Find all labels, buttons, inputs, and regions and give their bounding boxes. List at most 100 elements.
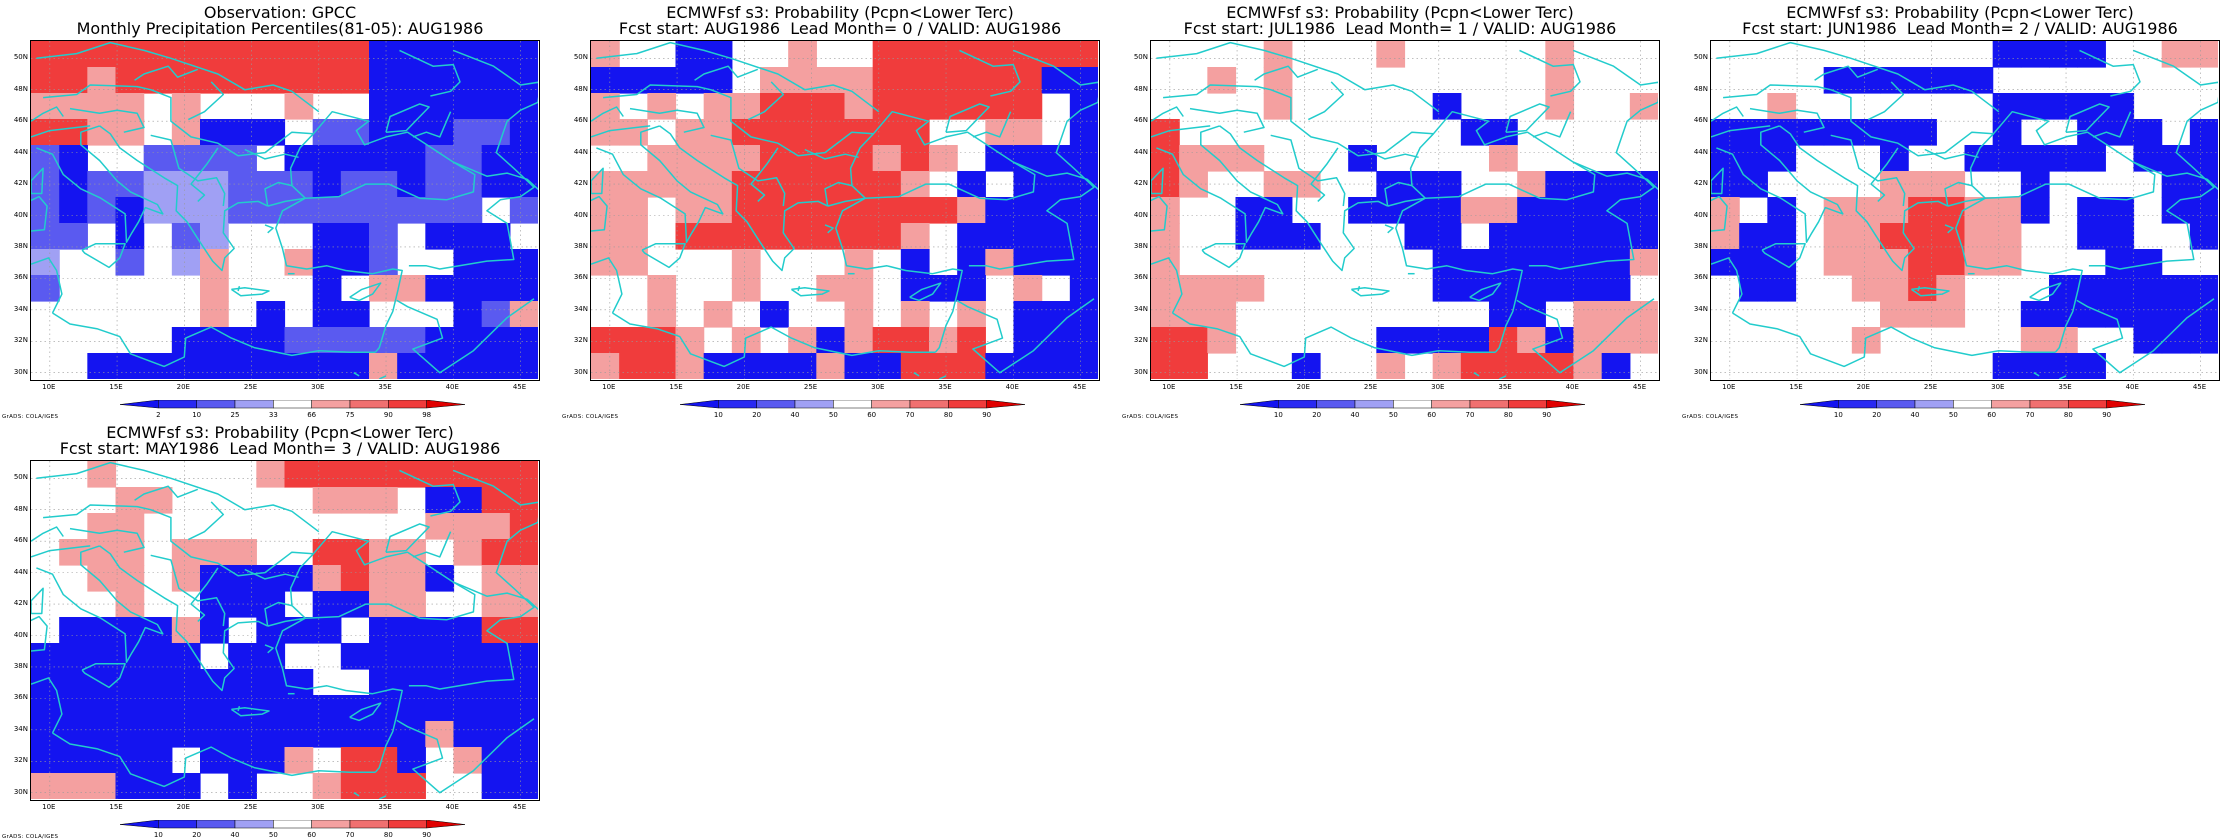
grid-cell: [872, 197, 902, 224]
grid-cell: [2133, 327, 2163, 354]
longitude-label: 35E: [1498, 383, 1512, 391]
latitude-label: 44N: [573, 147, 588, 156]
colorbar-label: 90: [383, 411, 393, 419]
grid-cell: [312, 145, 342, 172]
grid-cell: [171, 773, 201, 799]
grid-cell: [31, 41, 60, 68]
colorbar-swatch: [388, 820, 427, 829]
colorbar-swatch: [196, 820, 236, 829]
grid-cell: [1851, 67, 1881, 94]
grid-cell: [453, 461, 483, 488]
grid-cell: [369, 643, 398, 670]
grid-cell: [453, 223, 483, 250]
grid-cell: [115, 539, 145, 566]
grid-cell: [87, 513, 117, 540]
grid-cell: [369, 223, 398, 250]
grid-cell: [200, 721, 229, 748]
grid-cell: [1767, 197, 1797, 224]
colorbar-label: 2: [156, 411, 161, 419]
credit-text: GrADS: COLA/IGES: [1682, 414, 1739, 420]
colorbar-swatch: [1953, 400, 1992, 409]
grid-cell: [1151, 353, 1180, 379]
grid-cell: [1069, 249, 1098, 276]
grid-cell: [481, 617, 511, 644]
grid-cell: [619, 119, 648, 146]
coastline: [230, 287, 270, 297]
grid-cell: [929, 197, 958, 224]
coastline: [591, 167, 604, 195]
grid-cell: [1936, 301, 1966, 328]
grid-cell: [731, 249, 761, 276]
grid-cell: [481, 669, 511, 696]
longitude-label: 10E: [1722, 383, 1736, 391]
grid-cell: [228, 721, 257, 748]
coastline: [956, 298, 1095, 374]
grid-cell: [675, 145, 705, 172]
coastline: [596, 41, 880, 113]
coastline: [134, 485, 199, 501]
grid-cell: [1880, 67, 1909, 94]
colorbar-swatch: [794, 400, 834, 409]
latitude-label: 46N: [1133, 116, 1148, 125]
latitude-label: 42N: [1133, 179, 1148, 188]
coastline: [849, 110, 1036, 201]
grid-cell: [143, 773, 173, 799]
longitude-label: 30E: [871, 383, 885, 391]
colorbar-swatch: [1991, 400, 2031, 409]
grid-cell: [1992, 145, 2022, 172]
longitude-label: 15E: [109, 383, 123, 391]
latitude-label: 42N: [13, 179, 28, 188]
longitude-label: 30E: [311, 803, 325, 811]
grid-cell: [59, 197, 88, 224]
grid-cell: [312, 695, 342, 722]
grid-cell: [1992, 197, 2022, 224]
grid-cell: [256, 695, 286, 722]
grid-cell: [369, 145, 398, 172]
longitude-label: 40E: [445, 803, 459, 811]
colorbar-label: 80: [2063, 411, 2073, 419]
grid-cell: [397, 353, 426, 379]
latitude-label: 40N: [1693, 210, 1708, 219]
colorbar-swatch: [234, 400, 274, 409]
grid-cell: [1573, 223, 1603, 250]
longitude-label: 35E: [2058, 383, 2072, 391]
colorbar-label: 70: [905, 411, 915, 419]
colorbar-label: 20: [752, 411, 762, 419]
colorbar-swatch: [871, 400, 911, 409]
grid-cell: [619, 249, 648, 276]
grid-cell: [1545, 327, 1575, 354]
longitude-label: 15E: [1229, 383, 1243, 391]
grid-cell: [87, 721, 117, 748]
grid-cell: [284, 695, 314, 722]
grid-cell: [284, 67, 314, 94]
grid-cell: [31, 747, 60, 774]
coastline: [1573, 161, 1658, 191]
grid-cell: [509, 539, 538, 566]
latitude-label: 36N: [573, 273, 588, 282]
grid-cell: [816, 197, 846, 224]
grid-cell: [397, 695, 426, 722]
grid-cell: [312, 539, 342, 566]
grid-cell: [872, 171, 902, 198]
grid-cell: [872, 41, 902, 68]
grid-cell: [929, 67, 958, 94]
colorbar-swatch: [388, 400, 427, 409]
credit-text: GrADS: COLA/IGES: [2, 414, 59, 420]
grid-cell: [1041, 67, 1071, 94]
grid-cell: [760, 67, 789, 94]
grid-cell: [1041, 353, 1071, 379]
grid-cell: [788, 327, 817, 354]
grid-cell: [2105, 223, 2135, 250]
grid-cell: [369, 695, 398, 722]
grid-cell: [731, 353, 761, 379]
grid-cell: [985, 41, 1015, 68]
grid-cell: [171, 353, 201, 379]
coastline: [453, 581, 538, 611]
grid-cell: [340, 327, 370, 354]
grid-cell: [284, 747, 314, 774]
coastline: [909, 282, 942, 302]
grid-cell: [788, 145, 817, 172]
coastline: [1969, 110, 2156, 201]
grid-cell: [872, 223, 902, 250]
grid-cell: [1851, 275, 1881, 302]
